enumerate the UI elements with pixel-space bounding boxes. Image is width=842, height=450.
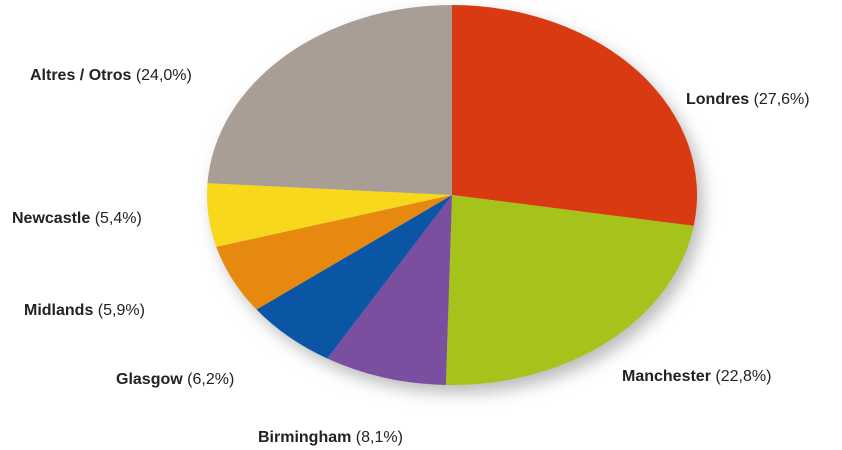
category-label: Midlands bbox=[24, 302, 93, 319]
slice-label: Altres / Otros (24,0%) bbox=[30, 67, 192, 84]
pie-slice bbox=[216, 195, 452, 310]
value-label: (27,6%) bbox=[754, 91, 810, 108]
value-label: (22,8%) bbox=[715, 368, 771, 385]
slice-label: Newcastle (5,4%) bbox=[12, 210, 142, 227]
slice-label: Glasgow (6,2%) bbox=[116, 371, 234, 388]
pie-slice bbox=[445, 195, 694, 385]
category-label: Altres / Otros bbox=[30, 67, 131, 84]
category-label: Manchester bbox=[622, 368, 711, 385]
pie-slice bbox=[207, 183, 452, 247]
category-label: Birmingham bbox=[258, 429, 351, 446]
pie-slice bbox=[452, 5, 697, 226]
value-label: (6,2%) bbox=[187, 371, 234, 388]
category-label: Londres bbox=[686, 91, 749, 108]
slice-label: Birmingham (8,1%) bbox=[258, 429, 403, 446]
value-label: (8,1%) bbox=[356, 429, 403, 446]
category-label: Newcastle bbox=[12, 210, 90, 227]
slice-label: Londres (27,6%) bbox=[686, 91, 810, 108]
category-label: Glasgow bbox=[116, 371, 183, 388]
value-label: (5,9%) bbox=[98, 302, 145, 319]
pie-slice bbox=[207, 5, 452, 195]
slice-label: Manchester (22,8%) bbox=[622, 368, 771, 385]
value-label: (5,4%) bbox=[95, 210, 142, 227]
slice-label: Midlands (5,9%) bbox=[24, 302, 145, 319]
value-label: (24,0%) bbox=[136, 67, 192, 84]
pie-slice bbox=[256, 195, 452, 359]
pie-slice bbox=[327, 195, 452, 385]
